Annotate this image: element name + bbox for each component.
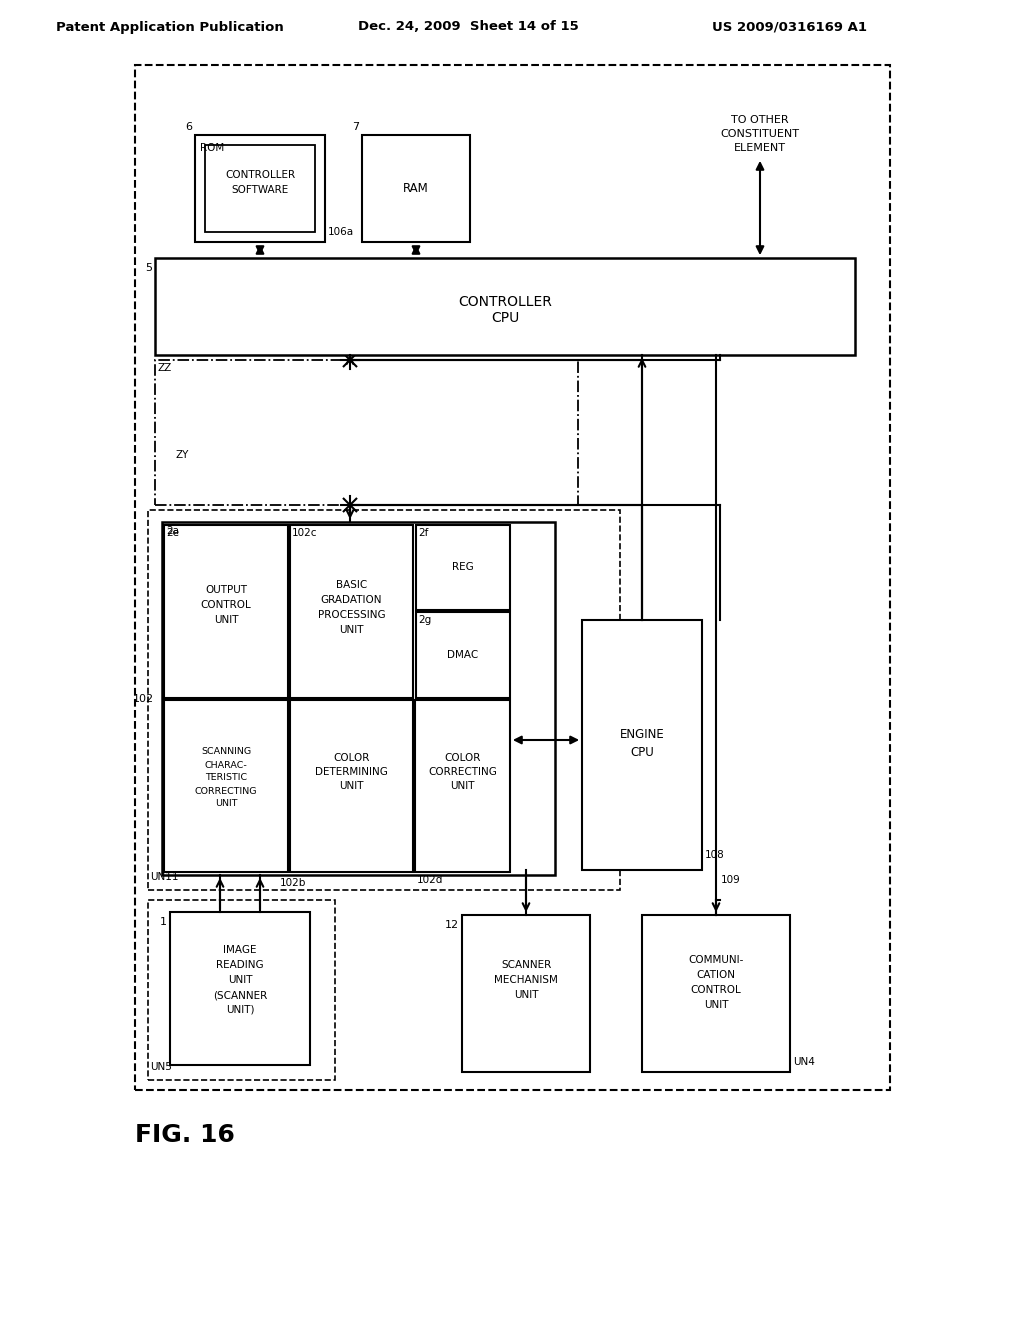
Text: RAM: RAM: [403, 182, 429, 195]
Text: 12: 12: [444, 920, 459, 931]
Bar: [415, 700, 510, 873]
Text: REG: REG: [453, 562, 474, 573]
Text: 102b: 102b: [280, 879, 306, 888]
Text: ELEMENT: ELEMENT: [734, 143, 786, 153]
Bar: [162, 521, 555, 875]
Text: TERISTIC: TERISTIC: [205, 774, 247, 783]
Text: UNIT: UNIT: [703, 1001, 728, 1010]
Text: 102d: 102d: [417, 875, 443, 884]
Text: 6: 6: [185, 121, 193, 132]
Text: UN5: UN5: [150, 1063, 172, 1072]
Text: UN11: UN11: [150, 873, 178, 882]
Bar: [416, 525, 510, 610]
Text: CPU: CPU: [630, 746, 654, 759]
Bar: [155, 360, 578, 506]
Text: 102: 102: [133, 693, 154, 704]
Text: Dec. 24, 2009  Sheet 14 of 15: Dec. 24, 2009 Sheet 14 of 15: [357, 21, 579, 33]
Text: CONTROL: CONTROL: [201, 601, 251, 610]
Bar: [148, 900, 335, 1080]
Text: DETERMINING: DETERMINING: [315, 767, 388, 777]
Text: CONTROL: CONTROL: [690, 985, 741, 995]
Text: 108: 108: [705, 850, 725, 861]
Text: SCANNING: SCANNING: [201, 747, 251, 756]
Bar: [462, 915, 590, 1072]
Text: DMAC: DMAC: [447, 649, 478, 660]
Text: SCANNER: SCANNER: [501, 960, 551, 970]
Text: TO OTHER: TO OTHER: [731, 115, 788, 125]
Text: IMAGE: IMAGE: [223, 945, 257, 954]
Text: UN4: UN4: [793, 1057, 815, 1067]
Text: UNIT: UNIT: [451, 781, 475, 791]
Text: PROCESSING: PROCESSING: [317, 610, 385, 620]
Text: 2g: 2g: [418, 615, 431, 624]
Text: CHARAC-: CHARAC-: [205, 760, 248, 770]
Text: 5: 5: [145, 263, 152, 273]
Bar: [155, 257, 855, 355]
Text: CONSTITUENT: CONSTITUENT: [721, 129, 800, 139]
Text: CONTROLLER: CONTROLLER: [458, 294, 552, 309]
Text: MECHANISM: MECHANISM: [494, 975, 558, 985]
Text: COLOR: COLOR: [334, 752, 370, 763]
Text: 109: 109: [721, 875, 740, 884]
Bar: [642, 915, 790, 1072]
Text: GRADATION: GRADATION: [321, 595, 382, 605]
Text: ENGINE: ENGINE: [620, 729, 665, 742]
Text: Patent Application Publication: Patent Application Publication: [56, 21, 284, 33]
Bar: [582, 620, 702, 870]
Bar: [195, 135, 325, 242]
Text: 2f: 2f: [418, 528, 428, 539]
Bar: [148, 510, 620, 890]
Text: US 2009/0316169 A1: US 2009/0316169 A1: [713, 21, 867, 33]
Text: UNIT: UNIT: [339, 781, 364, 791]
Text: 106a: 106a: [328, 227, 354, 238]
Text: UNIT: UNIT: [227, 975, 252, 985]
Bar: [164, 700, 288, 873]
Text: UNIT: UNIT: [514, 990, 539, 1001]
Bar: [416, 612, 510, 698]
Bar: [362, 135, 470, 242]
Text: READING: READING: [216, 960, 264, 970]
Text: UNIT: UNIT: [339, 624, 364, 635]
Text: FIG. 16: FIG. 16: [135, 1123, 234, 1147]
Text: ROM: ROM: [200, 143, 224, 153]
Bar: [290, 525, 413, 698]
Text: CPU: CPU: [490, 312, 519, 326]
Bar: [135, 65, 890, 1090]
Text: 2e: 2e: [166, 528, 179, 539]
Text: (SCANNER: (SCANNER: [213, 990, 267, 1001]
Text: ZZ: ZZ: [157, 363, 171, 374]
Text: 1: 1: [160, 917, 167, 927]
Text: COLOR: COLOR: [444, 752, 480, 763]
Bar: [164, 525, 288, 698]
Text: CORRECTING: CORRECTING: [428, 767, 497, 777]
Text: SOFTWARE: SOFTWARE: [231, 185, 289, 195]
Text: BASIC: BASIC: [336, 579, 368, 590]
Text: OUTPUT: OUTPUT: [205, 585, 247, 595]
Text: ZY: ZY: [175, 450, 188, 459]
Text: 102c: 102c: [292, 528, 317, 539]
Text: UNIT: UNIT: [215, 800, 238, 808]
Text: COMMUNI-: COMMUNI-: [688, 954, 743, 965]
Bar: [205, 145, 315, 232]
Text: CATION: CATION: [696, 970, 735, 979]
Text: UNIT: UNIT: [214, 615, 239, 624]
Bar: [170, 912, 310, 1065]
Text: 7: 7: [352, 121, 359, 132]
Text: CONTROLLER: CONTROLLER: [225, 170, 295, 180]
Text: CORRECTING: CORRECTING: [195, 787, 257, 796]
Text: 2a: 2a: [166, 525, 179, 536]
Bar: [290, 700, 413, 873]
Text: UNIT): UNIT): [225, 1005, 254, 1015]
